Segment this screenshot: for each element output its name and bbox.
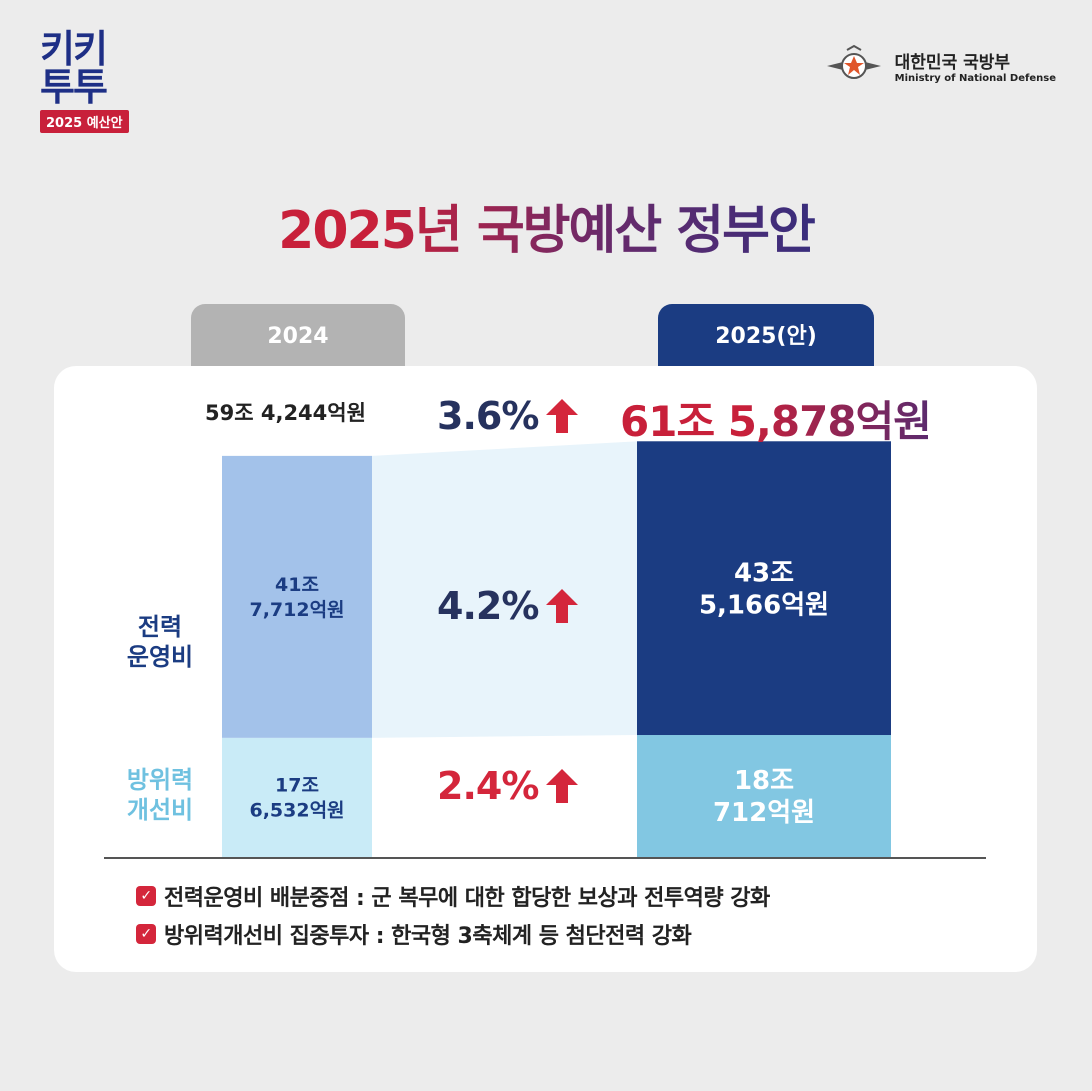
category-label-ops: 전력 운영비	[110, 612, 210, 672]
category-label-line: 운영비	[126, 643, 194, 671]
logo-line1: 키키	[40, 27, 108, 71]
bar-value-label: 17조	[275, 775, 319, 797]
up-arrow-icon	[546, 769, 579, 803]
bar-value-label: 43조	[734, 558, 794, 588]
note-item: ✓ 방위력개선비 집중투자 : 한국형 3축체계 등 첨단전력 강화	[136, 915, 770, 953]
check-icon: ✓	[136, 924, 156, 944]
note-text: 전력운영비 배분중점 : 군 복무에 대한 합당한 보상과 전투역량 강화	[164, 886, 770, 911]
ministry-name-ko: 대한민국 국방부	[894, 53, 1011, 73]
note-item: ✓ 전력운영비 배분중점 : 군 복무에 대한 합당한 보상과 전투역량 강화	[136, 877, 770, 915]
category-label-line: 전력	[137, 613, 183, 641]
note-text: 방위력개선비 집중투자 : 한국형 3축체계 등 첨단전력 강화	[164, 924, 692, 949]
bar-imp-2024	[222, 737, 372, 857]
total-2025: 61조 5,878억원	[620, 388, 932, 449]
baseline	[104, 857, 986, 859]
page-title: 2025년 국방예산 정부안	[0, 188, 1092, 263]
up-arrow-icon	[546, 589, 579, 623]
ministry-seal-icon	[826, 44, 881, 79]
connector-band-lower	[372, 735, 637, 857]
check-icon: ✓	[136, 886, 156, 906]
bar-imp-2025(안)	[637, 735, 891, 857]
bar-ops-2025(안)	[637, 441, 891, 736]
notes-list: ✓ 전력운영비 배분중점 : 군 복무에 대한 합당한 보상과 전투역량 강화 …	[136, 877, 770, 953]
total-2024: 59조 4,244억원	[205, 401, 366, 425]
ministry-emblem: 대한민국 국방부 Ministry of National Defense	[823, 44, 1056, 88]
category-label-imp: 방위력 개선비	[110, 765, 210, 825]
logo-line2: 투투	[40, 65, 108, 109]
ops-change: 4.2%	[437, 584, 579, 628]
up-arrow-icon	[546, 399, 579, 433]
category-label-line: 방위력	[126, 766, 194, 794]
total-change-value: 3.6%	[437, 394, 539, 438]
bar-value-label: 712억원	[713, 798, 815, 828]
bar-ops-2024	[222, 455, 372, 738]
bar-value-label: 5,166억원	[699, 590, 829, 620]
bar-value-label: 6,532억원	[249, 800, 344, 822]
imp-change: 2.4%	[437, 764, 579, 808]
logo-badge: 2025 예산안	[40, 110, 129, 133]
ministry-name-en: Ministry of National Defense	[894, 73, 1056, 84]
total-change: 3.6%	[437, 394, 579, 438]
ops-change-value: 4.2%	[437, 584, 539, 628]
imp-change-value: 2.4%	[437, 764, 539, 808]
bar-value-label: 7,712억원	[249, 599, 344, 621]
bar-value-label: 41조	[275, 574, 319, 596]
kiki-tutu-logo: 키키 투투 2025 예산안	[40, 30, 140, 133]
bar-value-label: 18조	[734, 766, 794, 796]
category-label-line: 개선비	[126, 796, 194, 824]
